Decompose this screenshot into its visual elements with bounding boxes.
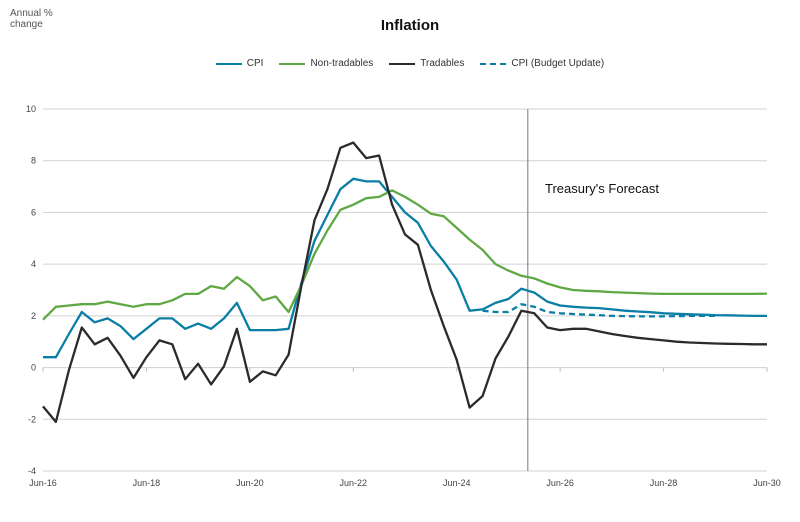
x-tick-label: Jun-24	[443, 478, 471, 488]
series-line-tradables	[42, 141, 767, 424]
y-axis-label: Annual % change	[10, 8, 53, 30]
legend-item-cpi-budget-update: CPI (Budget Update)	[480, 58, 604, 69]
y-tick-label: -2	[28, 414, 36, 424]
x-tick-label: Jun-28	[650, 478, 678, 488]
series-line-cpi	[43, 177, 767, 359]
y-tick-label: 8	[31, 156, 36, 166]
legend-label: CPI (Budget Update)	[511, 58, 605, 69]
x-tick-label: Jun-26	[546, 478, 574, 488]
x-tick-label: Jun-22	[340, 478, 368, 488]
legend-label: Tradables	[420, 58, 465, 69]
legend-item-cpi: CPI	[215, 58, 264, 69]
y-tick-label: 4	[31, 259, 36, 269]
x-tick-label: Jun-16	[29, 478, 57, 488]
x-tick-label: Jun-30	[753, 478, 781, 488]
y-tick-label: -4	[28, 466, 36, 476]
y-tick-label: 0	[31, 363, 36, 373]
legend-item-non-tradables: Non-tradables	[279, 58, 373, 69]
series-line-non-tradables	[42, 189, 768, 321]
legend-item-tradables: Tradables	[389, 58, 464, 69]
chart-title: Inflation	[380, 17, 440, 34]
legend: CPI Non-tradables Tradables CPI (Budget …	[0, 58, 800, 69]
forecast-annotation: Treasury's Forecast	[545, 181, 659, 196]
y-tick-label: 10	[26, 104, 36, 114]
y-tick-label: 6	[31, 207, 36, 217]
legend-label: Non-tradables	[310, 58, 374, 69]
series-line-cpi-budget-update	[482, 303, 716, 318]
y-tick-label: 2	[31, 311, 36, 321]
x-tick-label: Jun-20	[236, 478, 264, 488]
legend-label: CPI	[246, 58, 264, 69]
x-tick-label: Jun-18	[133, 478, 161, 488]
